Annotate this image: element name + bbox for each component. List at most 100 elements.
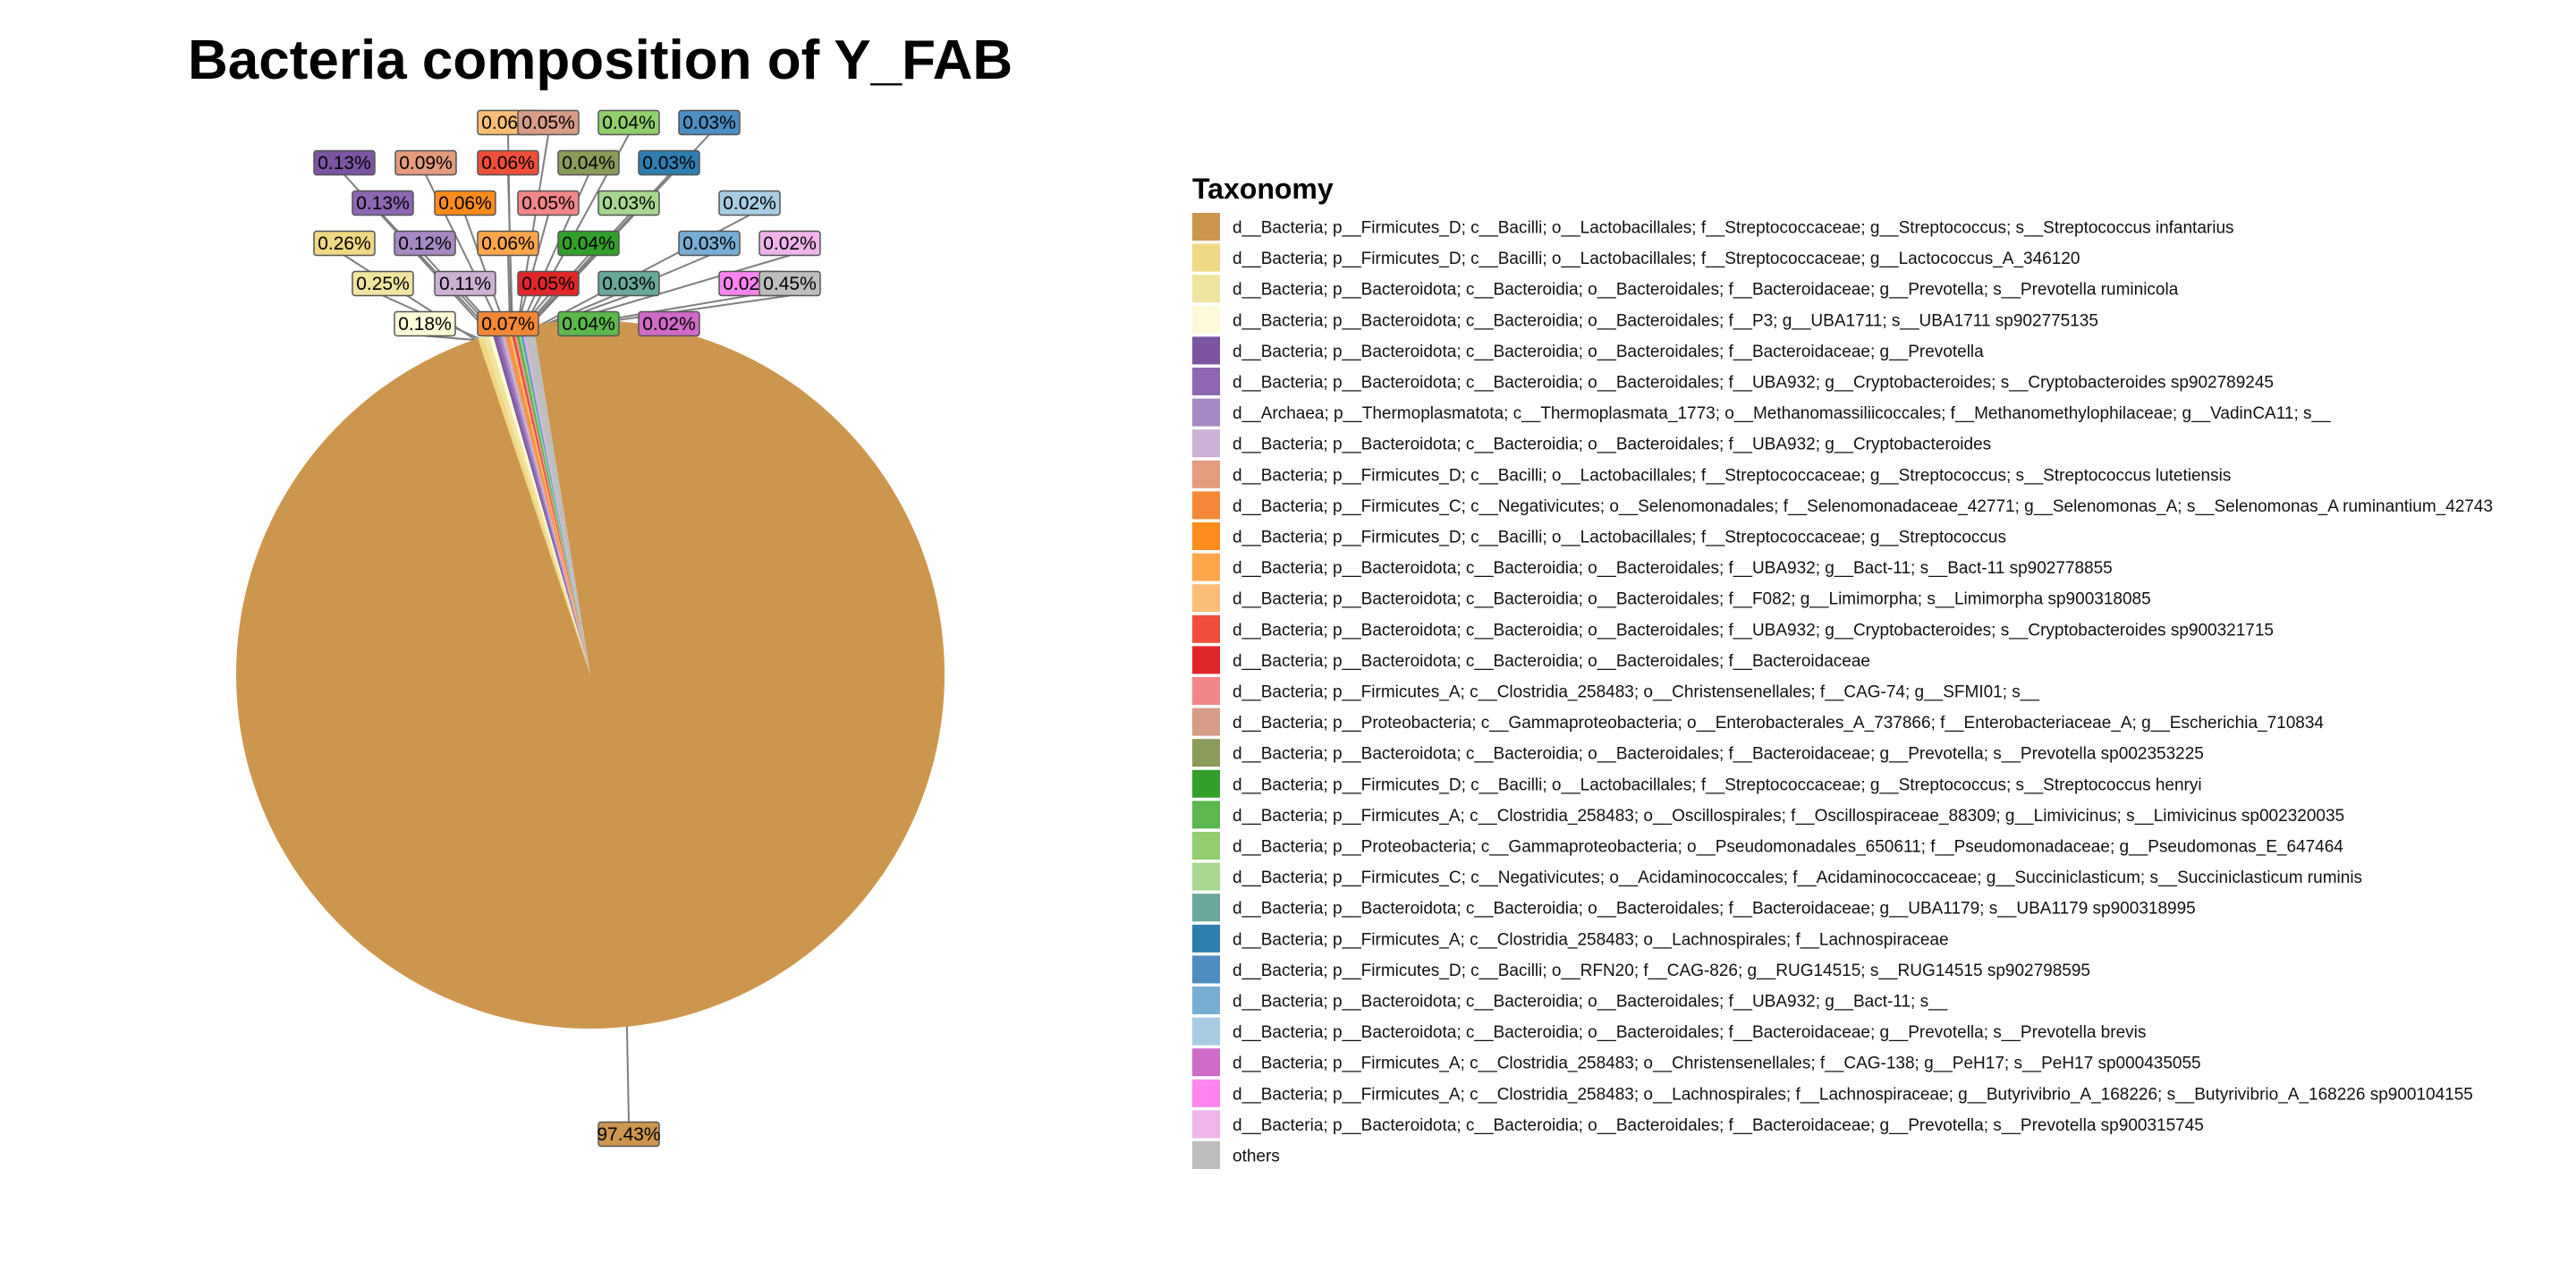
legend-swatch-9 — [1192, 460, 1220, 488]
pie-slice-11 — [506, 329, 590, 674]
pie-slice-30 — [522, 326, 590, 674]
legend-label-22: d__Bacteria; p__Firmicutes_C; c__Negativ… — [1233, 869, 2362, 887]
slice-label-box-16 — [517, 190, 580, 216]
slice-label-8: 0.11% — [439, 274, 491, 294]
slice-label-6: 0.13% — [356, 193, 410, 214]
legend-label-31: others — [1233, 1148, 1280, 1166]
slice-label-box-23 — [597, 270, 660, 297]
slice-label-box-20 — [557, 310, 620, 337]
legend-label-13: d__Bacteria; p__Bacteroidota; c__Bactero… — [1233, 590, 2151, 609]
legend-label-28: d__Bacteria; p__Firmicutes_A; c__Clostri… — [1233, 1055, 2201, 1073]
legend-swatch-13 — [1192, 584, 1220, 613]
slice-label-box-10 — [477, 310, 539, 337]
slice-label-box-31 — [758, 270, 821, 297]
pie-slice-2 — [478, 336, 590, 674]
legend-swatch-15 — [1192, 646, 1220, 674]
legend-swatch-14 — [1192, 614, 1220, 643]
legend-swatch-20 — [1192, 801, 1220, 829]
slice-label-box-19 — [557, 230, 620, 257]
legend-swatch-19 — [1192, 769, 1220, 798]
pie-slice-25 — [520, 326, 590, 674]
legend-swatch-29 — [1192, 1079, 1220, 1107]
pie-slice-17 — [513, 328, 590, 674]
slice-label-30: 0.02% — [763, 233, 817, 254]
legend-label-20: d__Bacteria; p__Firmicutes_A; c__Clostri… — [1233, 807, 2344, 826]
pie-slice-6 — [495, 332, 590, 674]
pie-slice-26 — [521, 326, 590, 674]
slice-label-11: 0.06% — [438, 193, 492, 214]
legend-swatch-30 — [1192, 1110, 1220, 1139]
slice-label-box-26 — [678, 230, 741, 257]
slice-label-17: 0.05% — [521, 113, 575, 133]
slice-label-box-11 — [434, 190, 496, 216]
legend-label-15: d__Bacteria; p__Bacteroidota; c__Bactero… — [1233, 652, 1870, 671]
pie-slice-27 — [521, 326, 590, 674]
legend-swatch-11 — [1192, 522, 1220, 550]
legend-label-6: d__Bacteria; p__Bacteroidota; c__Bactero… — [1233, 374, 2274, 393]
slice-label-2: 0.26% — [318, 233, 371, 254]
legend-swatch-22 — [1192, 862, 1220, 891]
legend-label-16: d__Bacteria; p__Firmicutes_A; c__Clostri… — [1233, 683, 2039, 702]
legend-label-9: d__Bacteria; p__Firmicutes_D; c__Bacilli… — [1233, 466, 2231, 485]
slice-label-box-5 — [313, 149, 376, 176]
legend-label-12: d__Bacteria; p__Bacteroidota; c__Bactero… — [1233, 559, 2113, 578]
legend-label-25: d__Bacteria; p__Firmicutes_D; c__Bacilli… — [1233, 962, 2090, 980]
legend-swatch-4 — [1192, 305, 1220, 334]
pie-slice-3 — [483, 335, 590, 674]
slice-label-box-25 — [678, 109, 741, 136]
pie-slices — [235, 319, 945, 1029]
legend-label-5: d__Bacteria; p__Bacteroidota; c__Bactero… — [1233, 343, 1984, 361]
slice-label-20: 0.04% — [562, 314, 615, 335]
slice-label-25: 0.03% — [682, 113, 736, 133]
slice-label-19: 0.04% — [562, 233, 615, 254]
slice-label-box-8 — [434, 270, 496, 297]
legend-label-17: d__Bacteria; p__Proteobacteria; c__Gamma… — [1233, 714, 2324, 733]
pie-slice-9 — [503, 330, 590, 674]
legend-label-3: d__Bacteria; p__Bacteroidota; c__Bactero… — [1233, 281, 2179, 300]
pie-slice-28 — [521, 326, 590, 674]
legend-title: Taxonomy — [1192, 173, 1334, 205]
pie-slice-1 — [235, 319, 945, 1029]
legend-swatch-12 — [1192, 553, 1220, 581]
slice-label-28: 0.02% — [642, 314, 696, 335]
pie-slice-4 — [488, 334, 590, 674]
slice-label-16: 0.05% — [521, 193, 575, 214]
pie-slice-13 — [509, 329, 590, 674]
slice-label-1: 97.43% — [597, 1124, 660, 1145]
legend-swatch-5 — [1192, 336, 1220, 365]
legend-label-24: d__Bacteria; p__Firmicutes_A; c__Clostri… — [1233, 930, 1949, 949]
slice-label-3: 0.25% — [356, 274, 410, 294]
pie-slice-29 — [522, 326, 590, 674]
legend-label-27: d__Bacteria; p__Bacteroidota; c__Bactero… — [1233, 1023, 2146, 1042]
legend-label-14: d__Bacteria; p__Bacteroidota; c__Bactero… — [1233, 621, 2274, 640]
legend-swatch-27 — [1192, 1017, 1220, 1046]
legend-swatch-1 — [1192, 213, 1220, 241]
pie-slice-21 — [517, 327, 590, 674]
pie-slice-20 — [516, 327, 590, 674]
slice-label-box-4 — [394, 310, 456, 337]
slice-label-box-9 — [394, 149, 457, 176]
pie-slice-23 — [519, 326, 590, 674]
legend-label-26: d__Bacteria; p__Bacteroidota; c__Bactero… — [1233, 993, 1948, 1012]
slice-label-15: 0.05% — [521, 274, 575, 294]
slice-label-4: 0.18% — [398, 314, 452, 335]
slice-label-box-2 — [313, 230, 376, 257]
legend-swatch-10 — [1192, 491, 1220, 520]
slice-label-14: 0.06% — [481, 153, 535, 174]
legend-swatch-7 — [1192, 398, 1220, 427]
slice-label-5: 0.13% — [318, 153, 371, 174]
slice-label-10: 0.07% — [481, 314, 535, 335]
legend-swatch-26 — [1192, 987, 1220, 1014]
slice-label-box-1 — [597, 1121, 660, 1148]
legend-label-29: d__Bacteria; p__Firmicutes_A; c__Clostri… — [1233, 1085, 2473, 1104]
slice-label-26: 0.03% — [682, 233, 736, 254]
slice-label-box-28 — [638, 310, 700, 337]
legend-label-1: d__Bacteria; p__Firmicutes_D; c__Bacilli… — [1233, 219, 2234, 238]
slice-label-box-18 — [557, 149, 620, 176]
slice-label-box-7 — [394, 230, 456, 257]
slice-labels: 97.43% 0.26% 0.25% 0.18% 0.13% 0.13% 0.12% 0.11… — [313, 109, 821, 1148]
legend-swatch-21 — [1192, 832, 1220, 860]
pie-slice-8 — [500, 331, 590, 674]
slice-label-box-22 — [597, 190, 660, 216]
slice-label-box-3 — [352, 270, 414, 297]
